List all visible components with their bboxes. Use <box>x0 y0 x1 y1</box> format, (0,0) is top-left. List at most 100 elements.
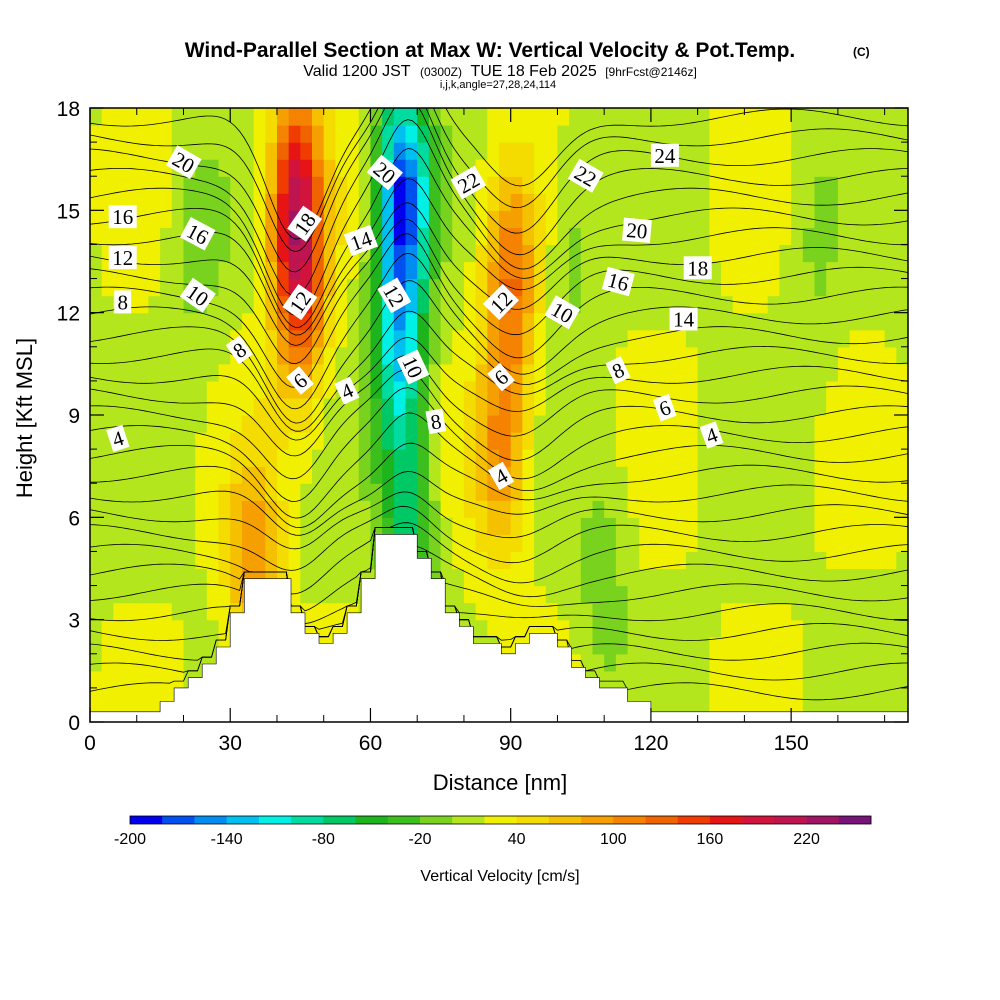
velocity-cell <box>358 551 372 570</box>
velocity-cell <box>872 551 886 570</box>
velocity-cell <box>872 670 886 689</box>
velocity-cell <box>312 397 325 416</box>
velocity-cell <box>849 653 862 672</box>
velocity-cell <box>218 568 231 587</box>
velocity-cell <box>896 397 908 416</box>
velocity-cell <box>545 500 559 518</box>
velocity-cell <box>896 176 908 194</box>
velocity-cell <box>300 466 313 484</box>
velocity-cell <box>440 466 453 484</box>
velocity-cell <box>452 397 465 416</box>
velocity-cell <box>276 142 290 160</box>
velocity-cell <box>534 568 547 587</box>
velocity-cell <box>779 619 792 638</box>
velocity-cell <box>405 483 418 501</box>
velocity-cell <box>685 432 699 450</box>
velocity-cell <box>580 466 594 484</box>
velocity-cell <box>160 193 173 211</box>
velocity-cell <box>358 295 372 314</box>
velocity-cell <box>417 295 430 314</box>
velocity-cell <box>347 329 360 348</box>
velocity-cell <box>837 415 851 433</box>
velocity-cell <box>534 500 547 518</box>
velocity-cell <box>709 346 722 365</box>
velocity-cell <box>744 176 757 194</box>
velocity-cell <box>569 227 582 246</box>
velocity-cell <box>510 159 523 177</box>
velocity-cell <box>393 466 407 484</box>
velocity-cell <box>171 312 185 331</box>
velocity-cell <box>90 449 103 467</box>
velocity-cell <box>627 346 640 365</box>
velocity-cell <box>849 670 862 689</box>
velocity-cell <box>136 244 150 263</box>
velocity-cell <box>522 534 535 553</box>
velocity-cell <box>861 176 874 194</box>
velocity-cell <box>335 329 348 348</box>
velocity-cell <box>756 466 769 484</box>
velocity-cell <box>604 653 617 672</box>
x-tick-label: 30 <box>219 732 242 755</box>
velocity-cell <box>101 227 114 246</box>
velocity-cell <box>230 125 243 143</box>
velocity-cell <box>872 329 886 348</box>
velocity-cell <box>861 517 874 535</box>
velocity-cell <box>276 551 290 570</box>
velocity-cell <box>335 363 348 382</box>
velocity-cell <box>463 483 477 501</box>
velocity-cell <box>510 551 523 570</box>
velocity-cell <box>650 517 664 535</box>
velocity-cell <box>604 244 617 263</box>
velocity-cell <box>802 210 816 228</box>
velocity-cell <box>206 125 220 143</box>
velocity-cell <box>335 125 348 143</box>
velocity-cell <box>615 329 629 348</box>
velocity-cell <box>639 380 652 399</box>
velocity-cell <box>405 397 418 416</box>
velocity-cell <box>615 176 629 194</box>
velocity-cell <box>896 483 908 501</box>
velocity-cell <box>136 517 150 535</box>
velocity-cell <box>615 159 629 177</box>
velocity-cell <box>861 653 874 672</box>
velocity-cell <box>323 415 336 433</box>
velocity-cell <box>323 397 336 416</box>
velocity-cell <box>861 108 874 126</box>
velocity-cell <box>779 159 792 177</box>
velocity-cell <box>814 329 827 348</box>
velocity-cell <box>627 295 640 314</box>
velocity-cell <box>627 466 640 484</box>
velocity-cell <box>896 619 908 638</box>
velocity-cell <box>557 432 570 450</box>
velocity-cell <box>814 346 827 365</box>
velocity-cell <box>650 278 664 297</box>
velocity-cell <box>265 380 278 399</box>
velocity-cell <box>721 346 734 365</box>
velocity-cell <box>861 602 874 621</box>
velocity-cell <box>639 636 652 655</box>
velocity-cell <box>113 108 126 126</box>
velocity-cell <box>452 295 465 314</box>
velocity-cell <box>382 397 395 416</box>
velocity-cell <box>148 261 161 280</box>
velocity-cell <box>510 415 523 433</box>
velocity-cell <box>674 415 687 433</box>
velocity-cell <box>136 449 150 467</box>
velocity-cell <box>744 108 757 126</box>
velocity-cell <box>265 176 278 194</box>
velocity-cell <box>650 380 664 399</box>
velocity-cell <box>463 466 477 484</box>
velocity-cell <box>569 466 582 484</box>
velocity-cell <box>627 432 640 450</box>
velocity-cell <box>604 295 617 314</box>
velocity-cell <box>744 261 757 280</box>
velocity-cell <box>171 670 185 689</box>
velocity-cell <box>802 363 816 382</box>
velocity-cell <box>545 193 559 211</box>
velocity-cell <box>779 432 792 450</box>
velocity-cell <box>171 415 185 433</box>
velocity-cell <box>335 210 348 228</box>
velocity-cell <box>358 534 372 553</box>
velocity-cell <box>639 449 652 467</box>
velocity-cell <box>510 585 523 604</box>
